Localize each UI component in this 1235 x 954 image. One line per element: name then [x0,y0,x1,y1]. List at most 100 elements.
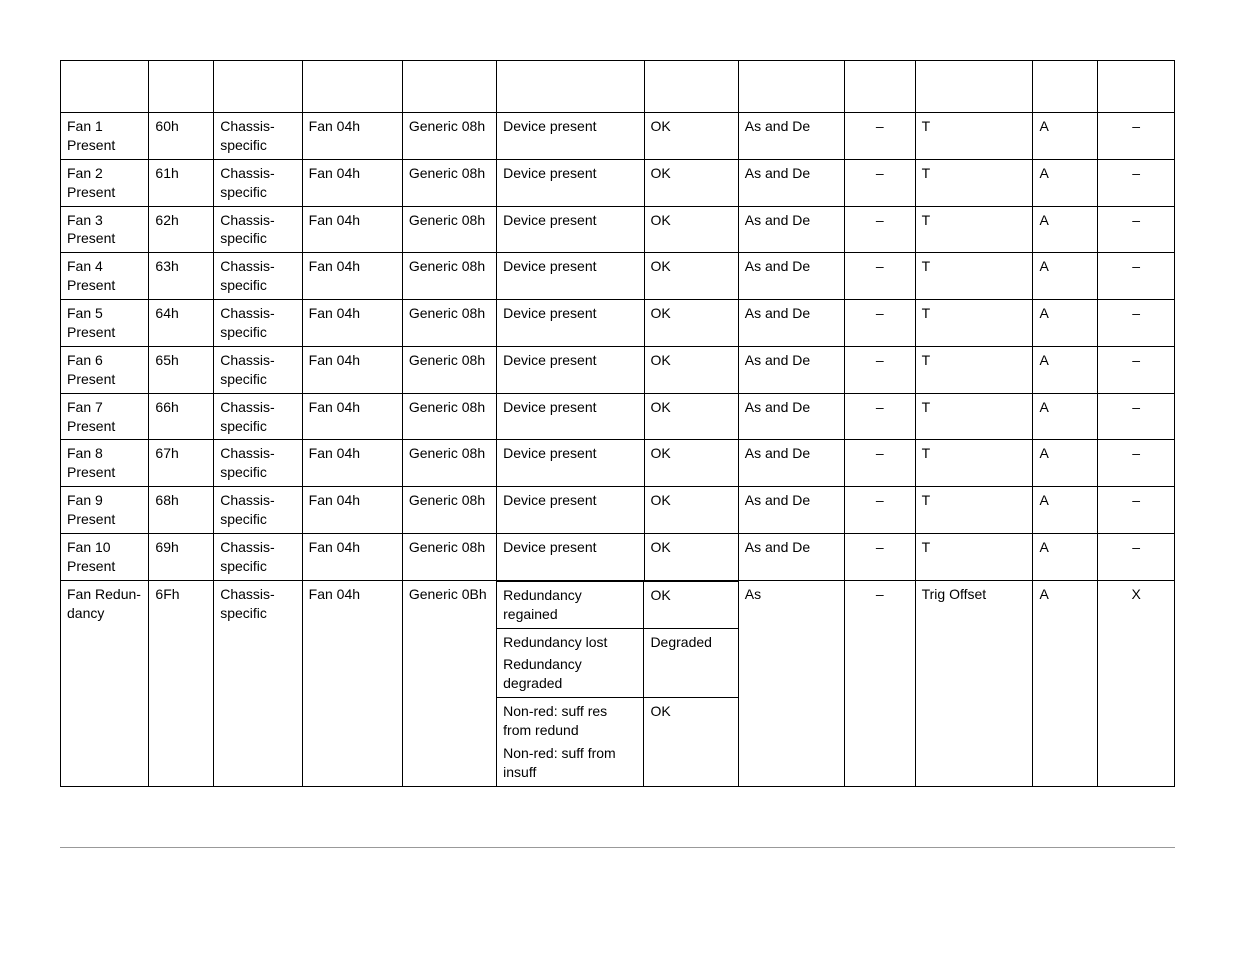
cell-col9: – [844,440,915,487]
sub-status: OK [644,698,738,786]
cell-entity: Chassis-specific [214,206,302,253]
sensor-table: Fan 1 Present60hChassis-specificFan 04hG… [60,60,1175,787]
cell-reading: Device present [497,393,644,440]
cell-col10: T [915,440,1033,487]
cell-col10: T [915,300,1033,347]
cell-col12: – [1098,534,1175,581]
cell-status: OK [644,113,738,160]
cell-type: Generic 08h [402,300,496,347]
cell-status: OK [644,487,738,534]
cell-col11: A [1033,346,1098,393]
cell-type: Generic 08h [402,346,496,393]
cell-col11: A [1033,487,1098,534]
table-row: Fan 9 Present68hChassis-specificFan 04hG… [61,487,1175,534]
cell-entity: Chassis-specific [214,440,302,487]
cell-type: Generic 08h [402,534,496,581]
cell-number: 66h [149,393,214,440]
cell-type: Generic 08h [402,159,496,206]
table-row: Fan 3 Present62hChassis-specificFan 04hG… [61,206,1175,253]
table-header-row [61,61,1175,113]
cell-asde: As [738,580,844,786]
cell-sensor: Fan 04h [302,440,402,487]
cell-number: 63h [149,253,214,300]
cell-col12: – [1098,346,1175,393]
cell-col9: – [844,487,915,534]
cell-name: Fan 2 Present [61,159,149,206]
cell-name: Fan Redun-dancy [61,580,149,786]
cell-asde: As and De [738,440,844,487]
table-row: Fan 7 Present66hChassis-specificFan 04hG… [61,393,1175,440]
cell-col9: – [844,346,915,393]
cell-col9: – [844,253,915,300]
redundancy-subrow: Redundancy regainedOK [497,581,738,628]
cell-status: OK [644,534,738,581]
cell-type: Generic 08h [402,253,496,300]
cell-name: Fan 9 Present [61,487,149,534]
cell-asde: As and De [738,113,844,160]
cell-sensor: Fan 04h [302,580,402,786]
cell-status: OK [644,440,738,487]
footer-rule [60,847,1175,848]
cell-name: Fan 5 Present [61,300,149,347]
table-row: Fan 6 Present65hChassis-specificFan 04hG… [61,346,1175,393]
sub-reading-line2: Redundancy degraded [503,655,637,693]
cell-type: Generic 08h [402,206,496,253]
cell-col10: T [915,159,1033,206]
cell-sensor: Fan 04h [302,346,402,393]
cell-name: Fan 6 Present [61,346,149,393]
cell-sensor: Fan 04h [302,534,402,581]
cell-number: 60h [149,113,214,160]
cell-col9: – [844,580,915,786]
cell-name: Fan 4 Present [61,253,149,300]
cell-number: 67h [149,440,214,487]
sub-reading: Redundancy regained [497,581,644,628]
cell-col9: – [844,206,915,253]
cell-type: Generic 08h [402,393,496,440]
cell-entity: Chassis-specific [214,393,302,440]
cell-number: 64h [149,300,214,347]
table-row: Fan 1 Present60hChassis-specificFan 04hG… [61,113,1175,160]
cell-reading: Device present [497,113,644,160]
cell-sensor: Fan 04h [302,206,402,253]
cell-number: 65h [149,346,214,393]
cell-status: OK [644,393,738,440]
cell-col9: – [844,159,915,206]
cell-entity: Chassis-specific [214,253,302,300]
cell-col11: A [1033,440,1098,487]
table-row: Fan 2 Present61hChassis-specificFan 04hG… [61,159,1175,206]
cell-reading: Device present [497,300,644,347]
cell-entity: Chassis-specific [214,487,302,534]
cell-col10: T [915,113,1033,160]
cell-col12: – [1098,300,1175,347]
cell-sensor: Fan 04h [302,113,402,160]
cell-entity: Chassis-specific [214,580,302,786]
sub-reading: Non-red: suff res from redundNon-red: su… [497,698,644,786]
cell-col12: – [1098,206,1175,253]
cell-entity: Chassis-specific [214,346,302,393]
cell-name: Fan 7 Present [61,393,149,440]
cell-col12: – [1098,487,1175,534]
cell-entity: Chassis-specific [214,113,302,160]
cell-asde: As and De [738,206,844,253]
cell-asde: As and De [738,487,844,534]
cell-col11: A [1033,393,1098,440]
cell-status: OK [644,253,738,300]
cell-number: 68h [149,487,214,534]
sub-reading-line2: Non-red: suff from insuff [503,744,637,782]
cell-status: OK [644,346,738,393]
cell-sensor: Fan 04h [302,300,402,347]
cell-col12: – [1098,393,1175,440]
cell-reading: Device present [497,346,644,393]
cell-asde: As and De [738,534,844,581]
cell-col10: Trig Offset [915,580,1033,786]
cell-reading: Device present [497,206,644,253]
cell-reading: Device present [497,487,644,534]
table-row: Fan 5 Present64hChassis-specificFan 04hG… [61,300,1175,347]
cell-status: OK [644,300,738,347]
cell-col11: A [1033,580,1098,786]
cell-name: Fan 10 Present [61,534,149,581]
cell-col12: – [1098,159,1175,206]
cell-col10: T [915,487,1033,534]
cell-col12: – [1098,113,1175,160]
cell-number: 61h [149,159,214,206]
